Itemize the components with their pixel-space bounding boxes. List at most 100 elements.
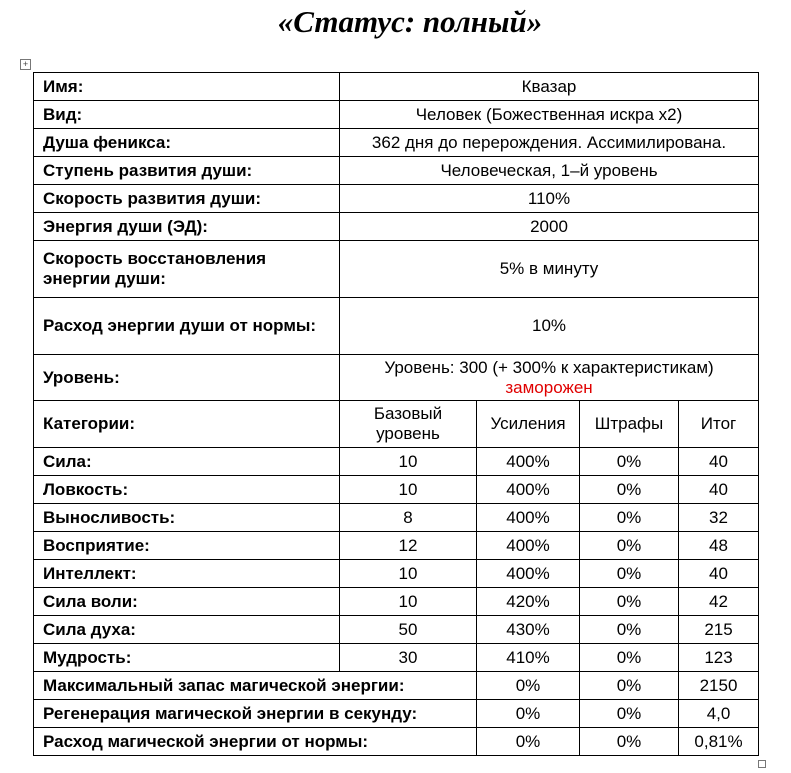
info-value: Человеческая, 1–й уровень bbox=[338, 156, 760, 185]
stats-row: Ловкость: 10 400% 0% 40 bbox=[33, 475, 760, 504]
level-value: Уровень: 300 (+ 300% к характеристикам) bbox=[384, 357, 714, 377]
stat-cell: 0% bbox=[579, 727, 679, 756]
stat-cell: 0% bbox=[579, 531, 679, 560]
stat-cell: 0% bbox=[579, 615, 679, 644]
stat-cell: 0% bbox=[579, 559, 679, 588]
info-row: Скорость восстановления энергии души: 5% … bbox=[33, 240, 760, 298]
stats-row: Регенерация магической энергии в секунду… bbox=[33, 699, 760, 728]
stats-row: Сила: 10 400% 0% 40 bbox=[33, 447, 760, 476]
table-move-handle[interactable]: + bbox=[20, 59, 31, 70]
info-row: Ступень развития души: Человеческая, 1–й … bbox=[33, 156, 760, 185]
level-note: заморожен bbox=[505, 377, 593, 397]
stats-row: Выносливость: 8 400% 0% 32 bbox=[33, 503, 760, 532]
info-label: Вид: bbox=[33, 100, 340, 129]
stat-cell: 10 bbox=[339, 475, 477, 504]
stat-label: Сила воли: bbox=[33, 587, 340, 616]
stat-cell: 410% bbox=[476, 643, 580, 672]
info-label: Скорость восстановления энергии души: bbox=[33, 240, 340, 298]
stat-label: Выносливость: bbox=[33, 503, 340, 532]
stat-cell: 400% bbox=[476, 475, 580, 504]
info-value: 5% в минуту bbox=[338, 240, 760, 298]
stat-cell: 430% bbox=[476, 615, 580, 644]
stat-cell: 0% bbox=[476, 671, 580, 700]
title: «Статус: полный» bbox=[277, 4, 543, 39]
stat-cell: 10 bbox=[339, 587, 477, 616]
info-value: Квазар bbox=[338, 72, 760, 101]
stat-cell: 8 bbox=[339, 503, 477, 532]
stat-cell: 420% bbox=[476, 587, 580, 616]
stat-cell: 40 bbox=[677, 475, 760, 504]
stat-label: Восприятие: bbox=[33, 531, 340, 560]
stat-cell: 30 bbox=[339, 643, 477, 672]
level-row: Уровень: Уровень: 300 (+ 300% к характери… bbox=[33, 354, 760, 401]
stat-cell: 32 bbox=[677, 503, 760, 532]
info-row: Вид: Человек (Божественная искра x2) bbox=[33, 100, 760, 129]
stats-row: Максимальный запас магической энергии: 0%… bbox=[33, 671, 760, 700]
stat-cell: 40 bbox=[677, 447, 760, 476]
status-table: Имя: Квазар Вид: Человек (Божественная искр… bbox=[33, 72, 760, 756]
stat-label: Сила: bbox=[33, 447, 340, 476]
stat-cell: 0% bbox=[579, 699, 679, 728]
stat-label: Интеллект: bbox=[33, 559, 340, 588]
info-row: Скорость развития души: 110% bbox=[33, 184, 760, 213]
level-label: Уровень: bbox=[33, 354, 340, 401]
info-value: Человек (Божественная искра x2) bbox=[338, 100, 760, 129]
stat-cell: 50 bbox=[339, 615, 477, 644]
stat-label: Максимальный запас магической энергии: bbox=[33, 671, 477, 700]
info-label: Расход энергии души от нормы: bbox=[33, 297, 340, 355]
stat-cell: 400% bbox=[476, 447, 580, 476]
info-label: Душа феникса: bbox=[33, 128, 340, 157]
stat-cell: 0% bbox=[579, 475, 679, 504]
stat-label: Регенерация магической энергии в секунду… bbox=[33, 699, 477, 728]
stats-header-cell: Итог bbox=[677, 400, 760, 448]
stat-cell: 0% bbox=[476, 699, 580, 728]
stat-cell: 10 bbox=[339, 447, 477, 476]
stat-cell: 2150 bbox=[677, 671, 760, 700]
stat-cell: 123 bbox=[677, 643, 760, 672]
stats-row: Мудрость: 30 410% 0% 123 bbox=[33, 643, 760, 672]
stat-cell: 400% bbox=[476, 559, 580, 588]
stat-cell: 400% bbox=[476, 531, 580, 560]
stat-cell: 48 bbox=[677, 531, 760, 560]
stat-cell: 10 bbox=[339, 559, 477, 588]
stats-row: Сила духа: 50 430% 0% 215 bbox=[33, 615, 760, 644]
stat-cell: 40 bbox=[677, 559, 760, 588]
table-resize-handle[interactable] bbox=[758, 760, 766, 768]
stat-cell: 4,0 bbox=[677, 699, 760, 728]
info-label: Имя: bbox=[33, 72, 340, 101]
info-value: 10% bbox=[338, 297, 760, 355]
info-row: Расход энергии души от нормы: 10% bbox=[33, 297, 760, 355]
stat-cell: 0% bbox=[476, 727, 580, 756]
info-value: 362 дня до перерождения. Ассимилирована. bbox=[338, 128, 760, 157]
info-row: Имя: Квазар bbox=[33, 72, 760, 101]
stat-cell: 0% bbox=[579, 447, 679, 476]
info-label: Скорость развития души: bbox=[33, 184, 340, 213]
stat-cell: 42 bbox=[677, 587, 760, 616]
stats-row: Восприятие: 12 400% 0% 48 bbox=[33, 531, 760, 560]
stat-cell: 400% bbox=[476, 503, 580, 532]
stats-header-cell: Категории: bbox=[33, 400, 340, 448]
stat-cell: 215 bbox=[677, 615, 760, 644]
info-label: Ступень развития души: bbox=[33, 156, 340, 185]
stat-label: Мудрость: bbox=[33, 643, 340, 672]
info-value: 110% bbox=[338, 184, 760, 213]
info-row: Энергия души (ЭД): 2000 bbox=[33, 212, 760, 241]
info-label: Энергия души (ЭД): bbox=[33, 212, 340, 241]
stats-header-cell: Штрафы bbox=[579, 400, 679, 448]
stats-row: Расход магической энергии от нормы: 0% 0% 0… bbox=[33, 727, 760, 756]
stat-cell: 0% bbox=[579, 503, 679, 532]
stat-cell: 0,81% bbox=[677, 727, 760, 756]
stat-label: Ловкость: bbox=[33, 475, 340, 504]
stat-cell: 0% bbox=[579, 587, 679, 616]
stat-cell: 0% bbox=[579, 671, 679, 700]
stats-header-cell: Базовый уровень bbox=[339, 400, 477, 448]
stat-label: Сила духа: bbox=[33, 615, 340, 644]
stats-row: Сила воли: 10 420% 0% 42 bbox=[33, 587, 760, 616]
info-row: Душа феникса: 362 дня до перерождения. Ас… bbox=[33, 128, 760, 157]
level-cell: Уровень: 300 (+ 300% к характеристикам) з… bbox=[338, 354, 760, 401]
stat-cell: 12 bbox=[339, 531, 477, 560]
stats-row: Интеллект: 10 400% 0% 40 bbox=[33, 559, 760, 588]
stat-label: Расход магической энергии от нормы: bbox=[33, 727, 477, 756]
stats-header-row: Категории: Базовый уровень Усиления Штрафы И… bbox=[33, 400, 760, 448]
